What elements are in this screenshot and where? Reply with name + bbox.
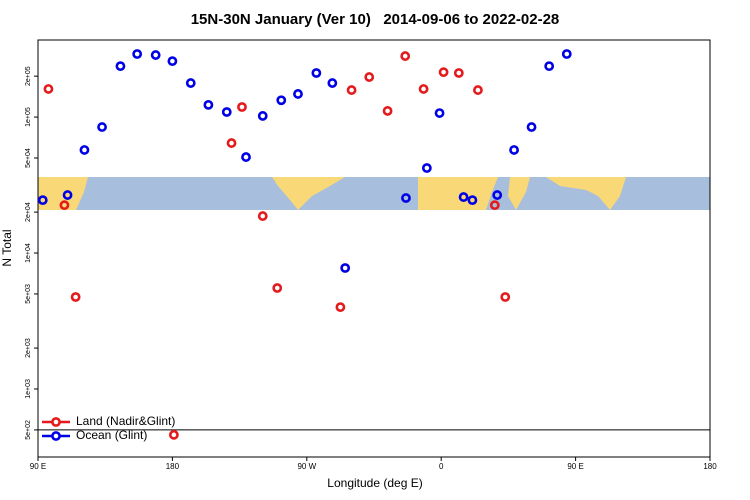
point — [473, 85, 483, 95]
point — [561, 49, 572, 59]
x-tick-label: 180 — [166, 462, 180, 471]
point — [346, 85, 357, 95]
y-tick-label: 2e+05 — [25, 66, 32, 86]
point — [185, 78, 196, 88]
x-axis-label: Longitude (deg E) — [327, 476, 422, 490]
point — [167, 56, 178, 67]
point — [340, 263, 351, 273]
point — [272, 283, 283, 293]
legend-marker — [51, 431, 61, 441]
point — [364, 72, 375, 82]
point — [458, 192, 469, 202]
point — [168, 429, 179, 440]
x-tick-label: 180 — [703, 462, 717, 471]
point — [400, 51, 411, 61]
y-tick-label: 1e+03 — [25, 379, 32, 399]
x-tick-label: 90 E — [30, 462, 46, 471]
point — [327, 78, 338, 88]
point — [257, 211, 268, 221]
legend-marker — [51, 417, 61, 427]
point — [237, 102, 247, 112]
y-tick-label: 2e+04 — [25, 202, 32, 222]
point — [257, 111, 268, 121]
plot-frame — [37, 39, 711, 458]
point — [43, 84, 54, 94]
y-tick-label: 1e+05 — [25, 107, 32, 127]
point — [70, 292, 81, 302]
point — [221, 107, 232, 117]
point — [62, 190, 73, 200]
legend-label: Ocean (Glint) — [76, 428, 147, 442]
y-tick-label: 1e+04 — [25, 243, 32, 263]
legend-label: Land (Nadir&Glint) — [76, 414, 175, 428]
map-band — [38, 177, 710, 210]
point — [335, 302, 346, 313]
point — [79, 145, 90, 155]
point — [241, 152, 251, 162]
point — [453, 68, 464, 78]
x-tick-label: 90 E — [567, 462, 583, 471]
chart-title: 15N-30N January (Ver 10) 2014-09-06 to 2… — [191, 11, 560, 28]
point — [150, 50, 161, 60]
y-tick-label: 5e+04 — [25, 148, 32, 168]
point — [382, 106, 393, 116]
point — [526, 122, 537, 132]
point — [97, 122, 107, 132]
y-tick-label: 5e+03 — [25, 284, 32, 304]
point — [544, 61, 555, 72]
point — [276, 95, 287, 106]
x-tick-label: 90 W — [297, 462, 316, 471]
point — [132, 49, 143, 59]
x-tick-label: 0 — [439, 462, 444, 471]
point — [492, 190, 503, 200]
point — [418, 84, 429, 94]
point — [500, 292, 511, 302]
y-tick-label: 2e+03 — [25, 338, 32, 358]
point — [203, 99, 214, 110]
point — [401, 193, 411, 203]
y-axis-label: N Total — [0, 229, 14, 266]
point — [293, 89, 303, 99]
point — [489, 200, 500, 211]
point — [438, 67, 449, 78]
point — [421, 163, 432, 173]
y-tick-label: 5e+02 — [25, 420, 32, 440]
point — [115, 61, 126, 72]
point — [37, 195, 48, 206]
point — [434, 108, 445, 118]
point — [59, 200, 70, 211]
point — [311, 68, 322, 78]
point — [467, 195, 478, 206]
point — [226, 138, 237, 148]
point — [509, 145, 519, 155]
